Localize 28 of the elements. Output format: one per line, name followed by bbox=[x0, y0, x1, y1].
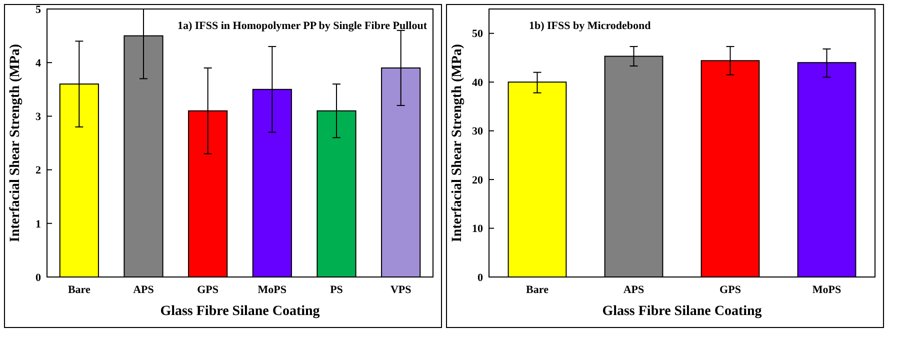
x-axis-title: Glass Fibre Silane Coating bbox=[160, 304, 320, 319]
x-tick-label: MoPS bbox=[258, 284, 287, 296]
y-tick-label: 1 bbox=[36, 218, 41, 230]
y-tick-label: 50 bbox=[472, 28, 484, 40]
x-tick-label: GPS bbox=[720, 284, 741, 296]
y-axis-title: Interfacial Shear Strength (MPa) bbox=[450, 44, 465, 242]
x-tick-label: APS bbox=[623, 284, 644, 296]
x-tick-label: MoPS bbox=[812, 284, 842, 296]
y-tick-label: 20 bbox=[472, 174, 484, 186]
y-tick-label: 3 bbox=[36, 111, 42, 124]
x-tick-label: PS bbox=[330, 284, 343, 296]
y-tick-label: 5 bbox=[36, 4, 42, 16]
x-tick-label: VPS bbox=[390, 284, 412, 296]
y-axis-title: Interfacial Shear Strength (MPa) bbox=[8, 44, 23, 242]
x-tick-label: Bare bbox=[526, 284, 549, 296]
y-tick-label: 40 bbox=[472, 76, 484, 89]
y-tick-label: 10 bbox=[472, 223, 484, 236]
x-tick-label: APS bbox=[133, 284, 154, 296]
y-tick-label: 0 bbox=[36, 272, 42, 284]
text: 1b) IFSS by Microdebond bbox=[529, 20, 651, 32]
x-axis-title: Glass Fibre Silane Coating bbox=[602, 304, 762, 319]
y-tick-label: 0 bbox=[478, 272, 484, 284]
y-tick-label: 30 bbox=[472, 126, 484, 138]
x-tick-label: GPS bbox=[197, 284, 219, 296]
x-tick-label: Bare bbox=[68, 284, 90, 296]
y-tick-label: 4 bbox=[36, 57, 42, 70]
y-tick-label: 2 bbox=[36, 164, 42, 177]
text: 1a) IFSS in Homopolymer PP by Single Fibre Pullout bbox=[177, 20, 428, 32]
